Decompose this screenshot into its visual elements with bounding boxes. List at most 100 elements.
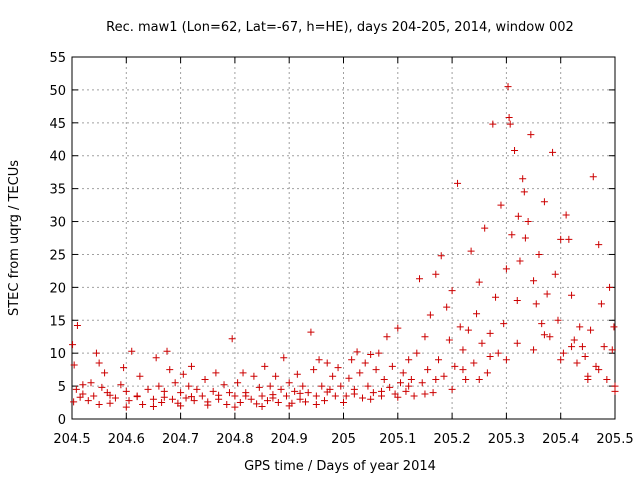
- data-point: [269, 391, 277, 399]
- data-point: [345, 374, 353, 382]
- data-point: [190, 397, 198, 405]
- data-point: [584, 376, 592, 384]
- data-point: [388, 362, 396, 370]
- data-point: [386, 383, 394, 391]
- data-point: [511, 146, 519, 154]
- data-point: [514, 212, 522, 220]
- data-point: [467, 247, 475, 255]
- data-point: [182, 394, 190, 402]
- data-point: [168, 395, 176, 403]
- data-point: [516, 257, 524, 265]
- data-point: [429, 389, 437, 397]
- data-point: [554, 316, 562, 324]
- y-tick-label: 50: [49, 84, 66, 99]
- data-point: [600, 343, 608, 351]
- data-point: [481, 224, 489, 232]
- data-point: [353, 348, 361, 356]
- data-point: [187, 393, 195, 401]
- data-point: [136, 372, 144, 380]
- data-point: [410, 392, 418, 400]
- data-point: [521, 234, 529, 242]
- data-point: [122, 403, 130, 411]
- data-point: [372, 366, 380, 374]
- data-point: [435, 356, 443, 364]
- data-point: [331, 392, 339, 400]
- data-point: [323, 388, 331, 396]
- data-point: [470, 359, 478, 367]
- data-point: [565, 235, 573, 243]
- data-point: [464, 326, 472, 334]
- data-point: [204, 401, 212, 409]
- data-point: [242, 392, 250, 400]
- data-point: [312, 401, 320, 409]
- data-point: [337, 382, 345, 390]
- data-point: [95, 359, 103, 367]
- data-point: [551, 270, 559, 278]
- data-point: [177, 402, 185, 410]
- data-point: [171, 379, 179, 387]
- data-point: [320, 397, 328, 405]
- data-point: [570, 336, 578, 344]
- data-point: [282, 392, 290, 400]
- data-point: [215, 391, 223, 399]
- data-point: [492, 293, 500, 301]
- data-point: [399, 369, 407, 377]
- data-point: [106, 399, 114, 407]
- data-point: [405, 382, 413, 390]
- data-point: [573, 359, 581, 367]
- data-point: [557, 356, 565, 364]
- data-point: [272, 372, 280, 380]
- data-point: [79, 381, 87, 389]
- data-point: [95, 401, 103, 409]
- data-point: [486, 352, 494, 360]
- data-point: [502, 265, 510, 273]
- x-tick-label: 204.6: [108, 432, 145, 447]
- data-point: [424, 366, 432, 374]
- data-point: [111, 394, 119, 402]
- data-point: [120, 364, 128, 372]
- x-tick-label: 205: [331, 432, 356, 447]
- data-point: [236, 399, 244, 407]
- data-point: [502, 356, 510, 364]
- data-point: [348, 356, 356, 364]
- y-tick-label: 15: [49, 314, 66, 329]
- data-point: [291, 387, 299, 395]
- data-point: [193, 385, 201, 393]
- data-point: [255, 383, 263, 391]
- data-point: [139, 401, 147, 409]
- data-point: [155, 382, 163, 390]
- data-point: [285, 379, 293, 387]
- x-tick-label: 205.5: [596, 432, 633, 447]
- data-point: [133, 393, 141, 401]
- data-point: [72, 385, 80, 393]
- data-point: [307, 328, 315, 336]
- data-point: [364, 382, 372, 390]
- data-point: [383, 333, 391, 341]
- data-point: [220, 381, 228, 389]
- data-point: [504, 83, 512, 91]
- data-point: [212, 369, 220, 377]
- data-point: [234, 379, 242, 387]
- data-point: [239, 369, 247, 377]
- data-point: [581, 352, 589, 360]
- data-point: [247, 395, 255, 403]
- data-point: [524, 218, 532, 226]
- data-point: [421, 333, 429, 341]
- data-point: [98, 383, 106, 391]
- data-point: [407, 376, 415, 384]
- data-point: [144, 385, 152, 393]
- data-point: [361, 359, 369, 367]
- data-point: [258, 392, 266, 400]
- data-point: [478, 339, 486, 347]
- data-point: [527, 131, 535, 139]
- data-point: [506, 120, 514, 128]
- data-point: [296, 389, 304, 397]
- data-point: [589, 173, 597, 181]
- data-point: [198, 392, 206, 400]
- x-tick-label: 205.1: [379, 432, 416, 447]
- data-point: [334, 364, 342, 372]
- y-tick-label: 55: [49, 51, 66, 66]
- data-point: [185, 382, 193, 390]
